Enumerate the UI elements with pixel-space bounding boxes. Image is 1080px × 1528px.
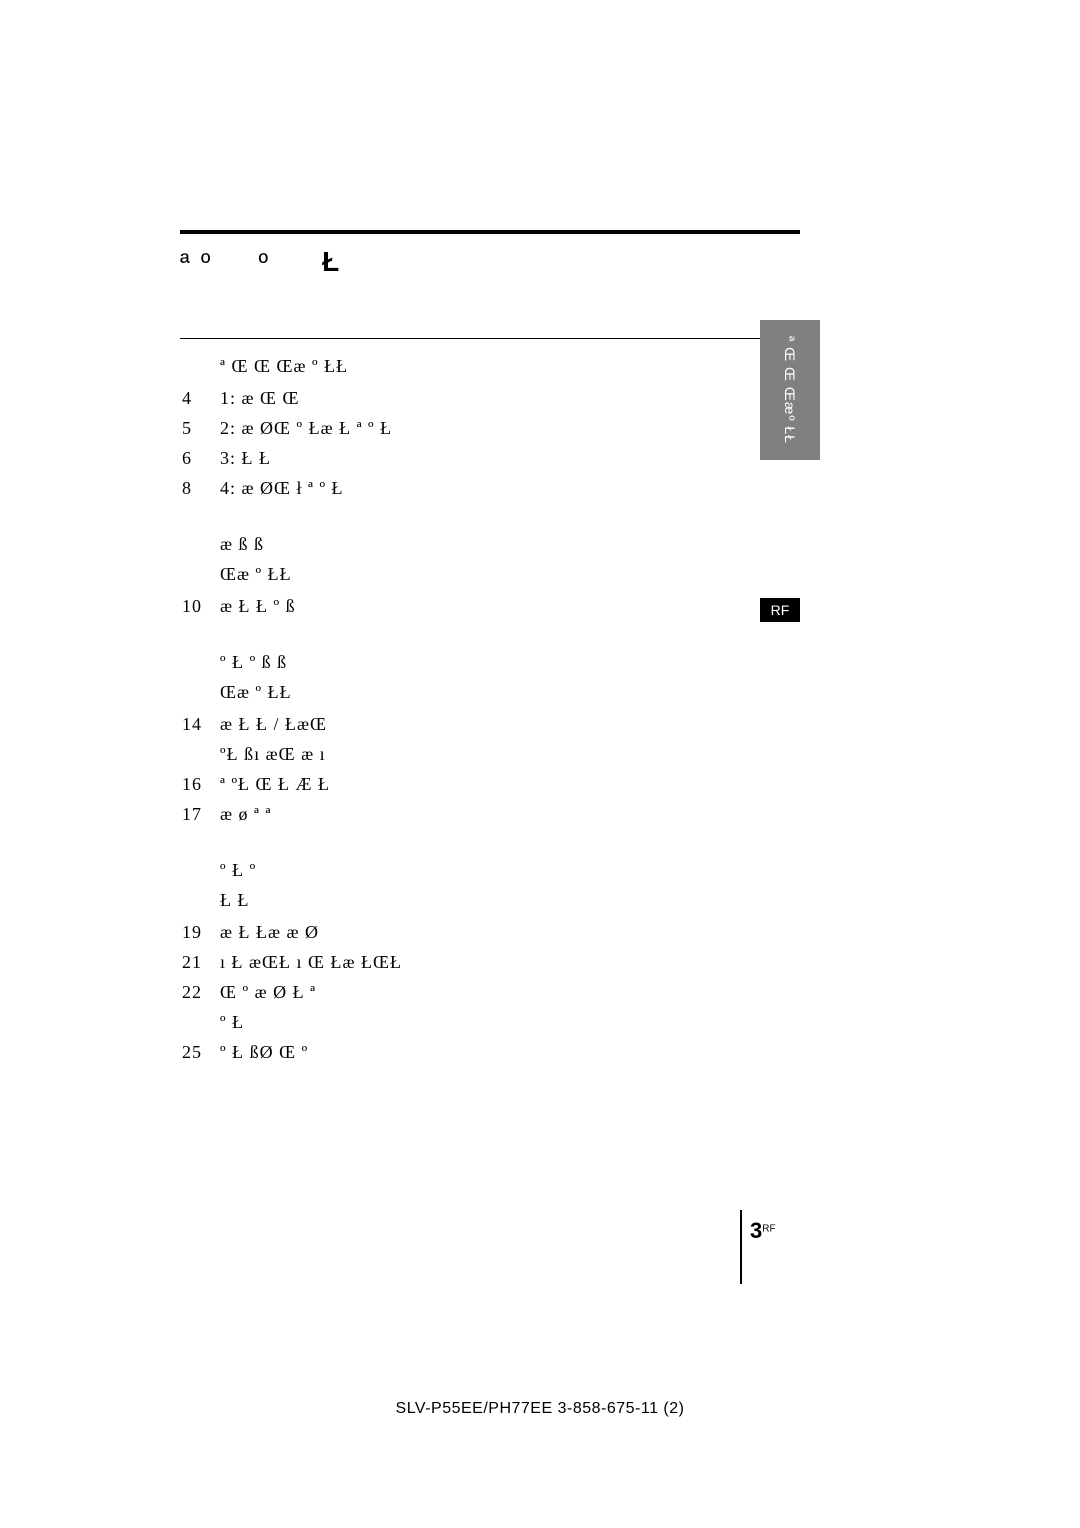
title-part-a: ª º — [180, 247, 212, 277]
page-ref — [180, 739, 220, 769]
section-head: Œæ º ŁŁ — [180, 679, 900, 705]
page-ref — [180, 1007, 220, 1037]
toc-entry: 4: æ ØŒ ł ª º Ł — [220, 473, 900, 503]
toc-entry: æ Ł Ł / ŁæŒ — [220, 709, 900, 739]
toc-entry: æ Ł Łæ æ Ø — [220, 917, 900, 947]
toc-line: 14æ Ł Ł / ŁæŒ — [180, 709, 900, 739]
page-ref: 21 — [180, 947, 220, 977]
title-part-c: Ł — [316, 246, 341, 277]
toc-entry: æ ø ª ª — [220, 799, 900, 829]
toc-line: º Ł — [180, 1007, 900, 1037]
section-head: º Ł º — [180, 857, 900, 883]
page-ref: 8 — [180, 473, 220, 503]
section-head: Œæ º ŁŁ — [180, 561, 900, 587]
toc-line: 16ª ºŁ Œ Ł Æ Ł — [180, 769, 900, 799]
page-ref: 6 — [180, 443, 220, 473]
toc-section: º Ł º Ł Ł 19æ Ł Łæ æ Ø21 ı Ł æŒŁ ı Œ Łæ ŁŒ… — [180, 857, 900, 1067]
section-head: Ł Ł — [180, 887, 900, 913]
page-ref: 4 — [180, 383, 220, 413]
toc-entry: Œ º æ Ø Ł ª — [220, 977, 900, 1007]
toc-section: º Ł º ß ß Œæ º ŁŁ 14æ Ł Ł / ŁæŒ ºŁ ßı æŒ æ… — [180, 649, 900, 829]
toc-line: 25º Ł ßØ Œ º — [180, 1037, 900, 1067]
page-ref: 19 — [180, 917, 220, 947]
toc-entry: ı Ł æŒŁ ı Œ Łæ ŁŒŁ — [220, 947, 900, 977]
title-rule — [180, 230, 800, 234]
toc-entry: ºŁ ßı æŒ æ ı — [220, 739, 900, 769]
title-part-b: º — [258, 247, 270, 277]
section-head: æ ß ß — [180, 531, 900, 557]
page-number-num: 3 — [750, 1218, 762, 1243]
side-tab-rf: RF — [760, 598, 800, 622]
side-tab: ª Œ Œ Œæº ŁŁ — [760, 320, 820, 460]
toc-body: ª Œ Œ Œæ º ŁŁ41: æ Œ Œ52: æ ØŒ º Łæ Ł ª … — [180, 353, 900, 1067]
page-ref: 5 — [180, 413, 220, 443]
toc-line: ºŁ ßı æŒ æ ı — [180, 739, 900, 769]
section-head: º Ł º ß ß — [180, 649, 900, 675]
toc-line: 17 æ ø ª ª — [180, 799, 900, 829]
page-ref: 16 — [180, 769, 220, 799]
toc-entry: º Ł ßØ Œ º — [220, 1037, 900, 1067]
side-tab-text: ª Œ Œ Œæº ŁŁ — [782, 336, 798, 444]
page-number: 3RF — [740, 1210, 800, 1284]
page-ref: 25 — [180, 1037, 220, 1067]
toc-entry: ª ºŁ Œ Ł Æ Ł — [220, 769, 900, 799]
footer: SLV-P55EE/PH77EE 3-858-675-11 (2) — [0, 1400, 1080, 1418]
page-number-sup: RF — [762, 1224, 775, 1235]
page-ref: 14 — [180, 709, 220, 739]
toc-entry: º Ł — [220, 1007, 900, 1037]
toc-line: 19æ Ł Łæ æ Ø — [180, 917, 900, 947]
page-ref: 22 — [180, 977, 220, 1007]
page-ref: 17 — [180, 799, 220, 829]
page-ref: 10 — [180, 591, 220, 621]
toc-title: ª º º Ł — [180, 246, 900, 278]
toc-line: 21 ı Ł æŒŁ ı Œ Łæ ŁŒŁ — [180, 947, 900, 977]
toc-line: 84: æ ØŒ ł ª º Ł — [180, 473, 900, 503]
thin-rule — [180, 338, 800, 339]
toc-line: 22Œ º æ Ø Ł ª — [180, 977, 900, 1007]
